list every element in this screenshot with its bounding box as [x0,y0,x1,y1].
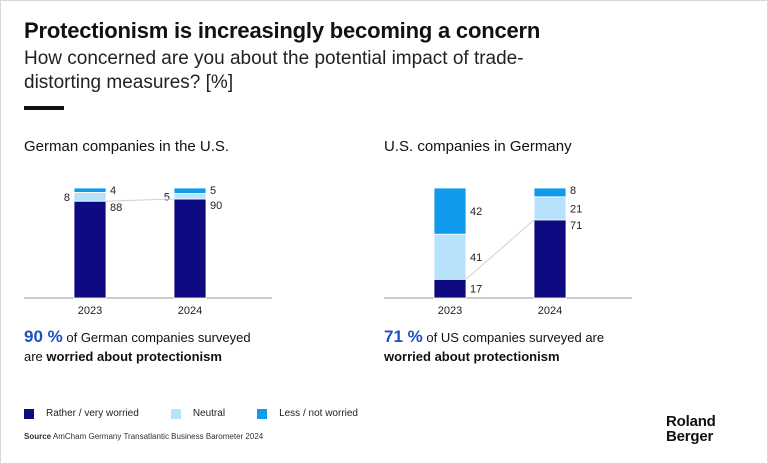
right-stacked-bar-chart: 17 41 42 2023 71 21 8 2024 [384,185,632,317]
source-note: Source AmCham Germany Transatlantic Busi… [24,432,263,441]
right-finding: 71 % of US companies surveyed are worrie… [384,327,604,366]
data-label: 17 [470,284,482,296]
legend-label: Rather / very worried [46,408,139,419]
category-label: 2024 [538,305,562,317]
left-panel-title: German companies in the U.S. [24,138,230,155]
data-label: 90 [210,200,222,212]
source-label: Source [24,432,52,441]
bar-segment [533,196,567,221]
left-finding-text: of German companies surveyed [62,330,251,345]
data-label: 4 [110,185,116,197]
data-label: 8 [570,185,576,197]
roland-berger-logo: Roland Berger [666,414,716,444]
left-finding-text2: are [24,349,47,364]
title-underline [24,106,64,110]
bar-segment [73,187,107,193]
right-panel-title: U.S. companies in Germany [384,138,572,155]
bar-segment [433,233,467,280]
bar-segment [433,278,467,299]
data-label: 41 [470,252,482,264]
chart-subtitle: How concerned are you about the potentia… [24,48,524,93]
bar-segment [533,187,567,198]
bar-segment [73,200,107,299]
legend-swatch [24,408,34,419]
logo-line-1: Roland [666,413,716,430]
bar-segment [533,219,567,299]
bar-segment [173,193,207,200]
right-finding-text: of US companies surveyed are [422,330,605,345]
legend-item-less-worried: Less / not worried [257,408,358,419]
data-label: 5 [210,185,216,197]
legend: Rather / very worried Neutral Less / not… [24,408,390,419]
bar-segment [433,187,467,235]
data-label: 71 [570,220,582,232]
source-text: AmCham Germany Transatlantic Business Ba… [52,432,264,441]
left-finding-pct: 90 % [24,327,63,346]
legend-swatch [170,408,181,419]
bar-segment [173,187,207,194]
bar-segment [173,198,207,299]
left-finding: 90 % of German companies surveyed are wo… [24,327,251,366]
data-label: 21 [570,203,582,215]
legend-label: Less / not worried [279,408,358,419]
legend-swatch [257,408,268,419]
right-finding-pct: 71 % [384,327,423,346]
chart-title: Protectionism is increasingly becoming a… [24,18,541,43]
data-label: 5 [164,191,170,203]
data-label: 88 [110,202,122,214]
data-label: 42 [470,206,482,218]
legend-item-neutral: Neutral [170,408,226,419]
category-label: 2023 [438,305,462,317]
right-finding-bold: worried about protectionism [384,349,560,364]
category-label: 2024 [178,305,202,317]
trend-connector [105,198,175,202]
bar-segment [73,191,107,202]
legend-item-very-worried: Rather / very worried [24,408,139,419]
legend-label: Neutral [192,408,226,419]
left-finding-bold: worried about protectionism [46,349,222,364]
logo-line-2: Berger [666,428,714,445]
trend-connector [465,219,535,280]
category-label: 2023 [78,305,102,317]
data-label: 8 [64,192,70,204]
